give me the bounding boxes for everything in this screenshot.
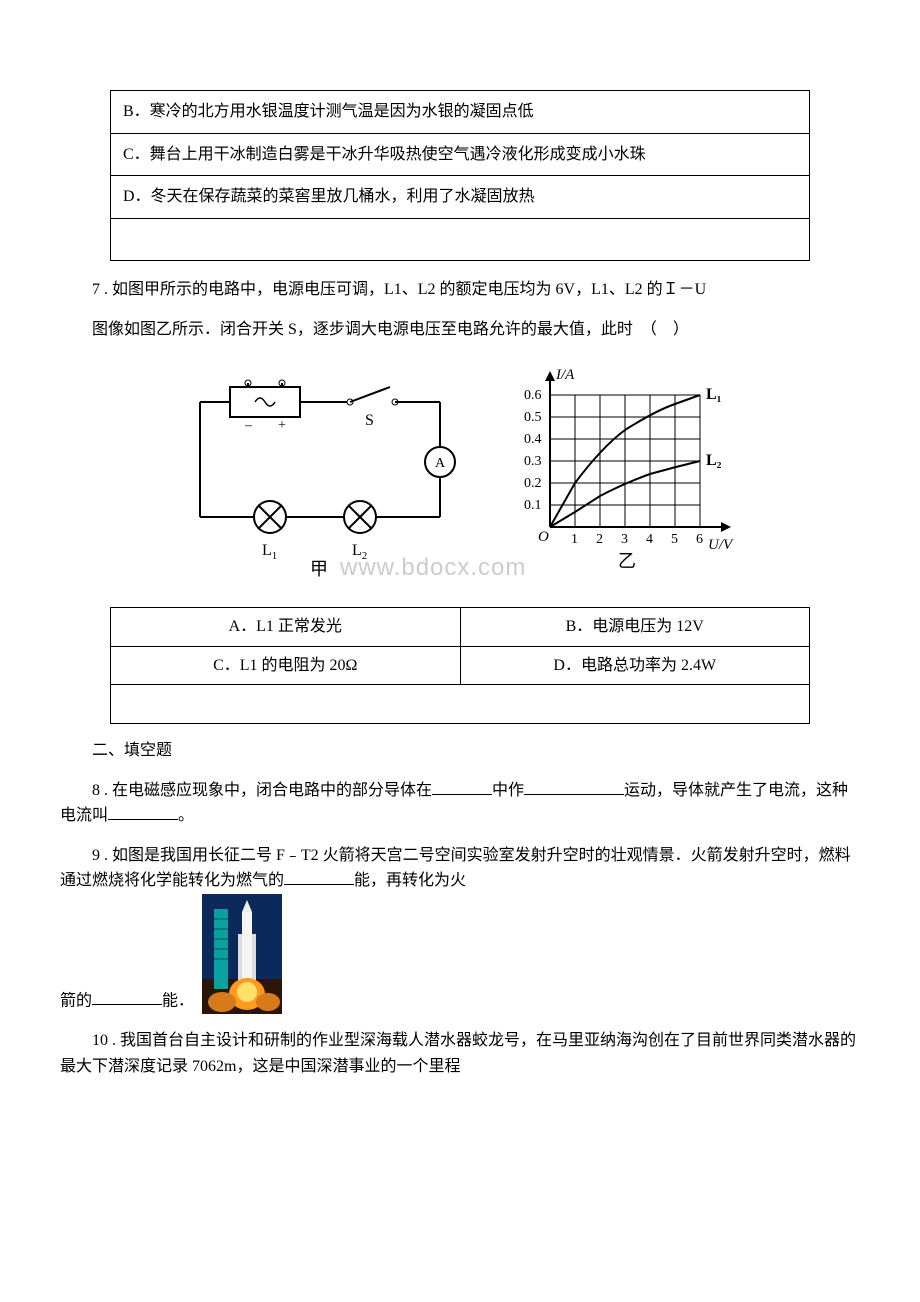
svg-text:0.4: 0.4 bbox=[524, 432, 542, 447]
q7-text-2: 图像如图乙所示．闭合开关 S，逐步调大电源电压至电路允许的最大值，此时 （ ） bbox=[60, 317, 860, 343]
q6-options-table: B．寒冷的北方用水银温度计测气温是因为水银的凝固点低 C．舞台上用干冰制造白雾是… bbox=[110, 90, 810, 261]
q8-blank-1[interactable] bbox=[432, 779, 492, 795]
q7-option-d: D．电路总功率为 2.4W bbox=[460, 646, 810, 685]
circuit-diagram: – + S A L1 L2 甲 bbox=[200, 380, 455, 579]
q7-option-a: A．L1 正常发光 bbox=[111, 608, 461, 647]
q7-option-c: C．L1 的电阻为 20Ω bbox=[111, 646, 461, 685]
svg-text:L₂: L₂ bbox=[706, 452, 722, 469]
q6-option-b: B．寒冷的北方用水银温度计测气温是因为水银的凝固点低 bbox=[111, 91, 810, 134]
rocket-launch-image bbox=[202, 894, 282, 1014]
q7-text-1: 7 . 如图甲所示的电路中，电源电压可调，L1、L2 的额定电压均为 6V，L1… bbox=[60, 277, 860, 303]
q10-text: 10 . 我国首台自主设计和研制的作业型深海载人潜水器蛟龙号，在马里亚纳海沟创在… bbox=[60, 1028, 860, 1079]
q8-blank-3[interactable] bbox=[108, 804, 178, 820]
q7-options-table: A．L1 正常发光 B．电源电压为 12V C．L1 的电阻为 20Ω D．电路… bbox=[110, 607, 810, 724]
svg-text:3: 3 bbox=[621, 532, 628, 547]
svg-text:0.3: 0.3 bbox=[524, 454, 542, 469]
svg-text:1: 1 bbox=[571, 532, 578, 547]
svg-text:5: 5 bbox=[671, 532, 678, 547]
svg-text:0.5: 0.5 bbox=[524, 410, 542, 425]
svg-text:2: 2 bbox=[596, 532, 603, 547]
watermark: www.bdocx.com bbox=[339, 554, 526, 581]
q8-blank-2[interactable] bbox=[524, 779, 624, 795]
q6-option-d: D．冬天在保存蔬菜的菜窖里放几桶水，利用了水凝固放热 bbox=[111, 176, 810, 219]
q7-option-b: B．电源电压为 12V bbox=[460, 608, 810, 647]
svg-text:A: A bbox=[435, 456, 446, 471]
q7-figure: – + S A L1 L2 甲 bbox=[60, 357, 860, 596]
svg-text:–: – bbox=[244, 418, 253, 433]
svg-text:O: O bbox=[538, 529, 549, 545]
q6-option-c: C．舞台上用干冰制造白雾是干冰升华吸热使空气遇冷液化形成变成小水珠 bbox=[111, 133, 810, 176]
svg-text:+: + bbox=[278, 418, 286, 433]
svg-text:0.2: 0.2 bbox=[524, 476, 542, 491]
q7-empty-row bbox=[111, 685, 810, 724]
section-2-title: 二、填空题 bbox=[60, 738, 860, 764]
svg-text:乙: 乙 bbox=[618, 551, 636, 571]
svg-text:I/A: I/A bbox=[555, 367, 575, 383]
svg-text:4: 4 bbox=[646, 532, 653, 547]
q6-empty-row bbox=[111, 218, 810, 261]
svg-text:U/V: U/V bbox=[708, 537, 734, 553]
svg-text:甲: 甲 bbox=[310, 559, 328, 579]
q9-text: 9 . 如图是我国用长征二号 F﹣T2 火箭将天宫二号空间实验室发射升空时的壮观… bbox=[60, 843, 860, 1014]
svg-text:0.1: 0.1 bbox=[524, 498, 542, 513]
q8-text: 8 . 在电磁感应现象中，闭合电路中的部分导体在中作运动，导体就产生了电流，这种… bbox=[60, 778, 860, 829]
q9-blank-1[interactable] bbox=[284, 869, 354, 885]
svg-text:0.6: 0.6 bbox=[524, 388, 542, 403]
svg-text:L₁: L₁ bbox=[706, 386, 722, 403]
svg-text:L1: L1 bbox=[262, 542, 277, 562]
q9-blank-2[interactable] bbox=[92, 989, 162, 1005]
svg-text:6: 6 bbox=[696, 532, 703, 547]
iv-graph: I/A U/V O 1 2 3 4 5 6 0.1 bbox=[524, 367, 734, 571]
svg-text:S: S bbox=[365, 412, 374, 429]
